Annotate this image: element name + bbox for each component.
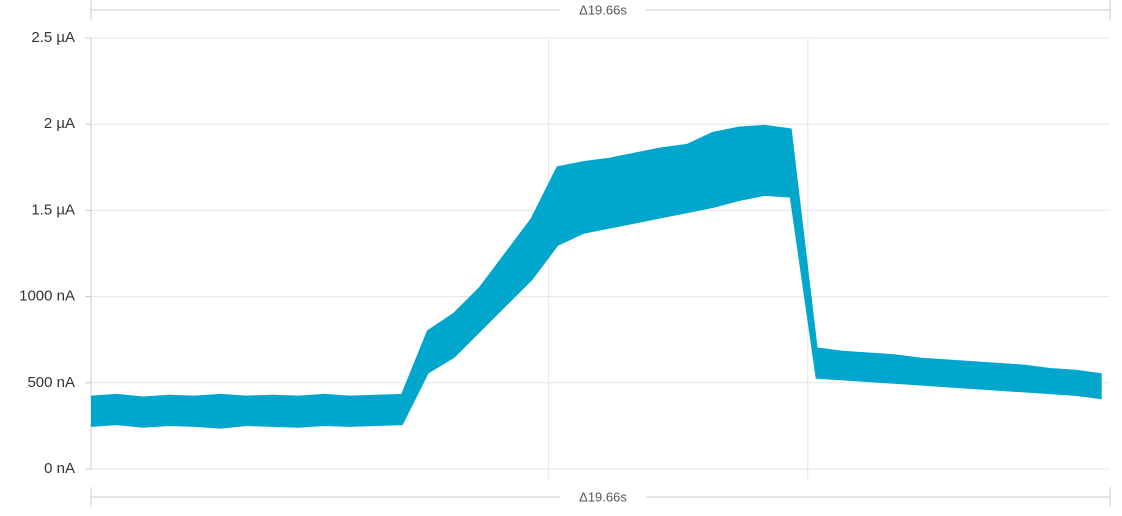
y-tick-label: 1.5 µA — [31, 201, 75, 218]
y-tick-label: 0 nA — [44, 460, 75, 477]
signal-envelope — [90, 124, 1102, 399]
span-label: Δ19.66s — [579, 489, 627, 504]
signal-envelope — [90, 193, 1102, 429]
y-tick-label: 2 µA — [44, 115, 75, 132]
y-tick-label: 1000 nA — [19, 288, 75, 305]
bottom-span: Δ19.66s — [90, 487, 1111, 507]
y-tick-label: 2.5 µA — [31, 29, 75, 46]
top-span: Δ19.66s — [90, 0, 1111, 20]
span-label: Δ19.66s — [579, 2, 627, 17]
y-tick-label: 500 nA — [27, 374, 75, 391]
span-label-bg — [560, 489, 646, 506]
span-label-bg — [560, 2, 646, 19]
